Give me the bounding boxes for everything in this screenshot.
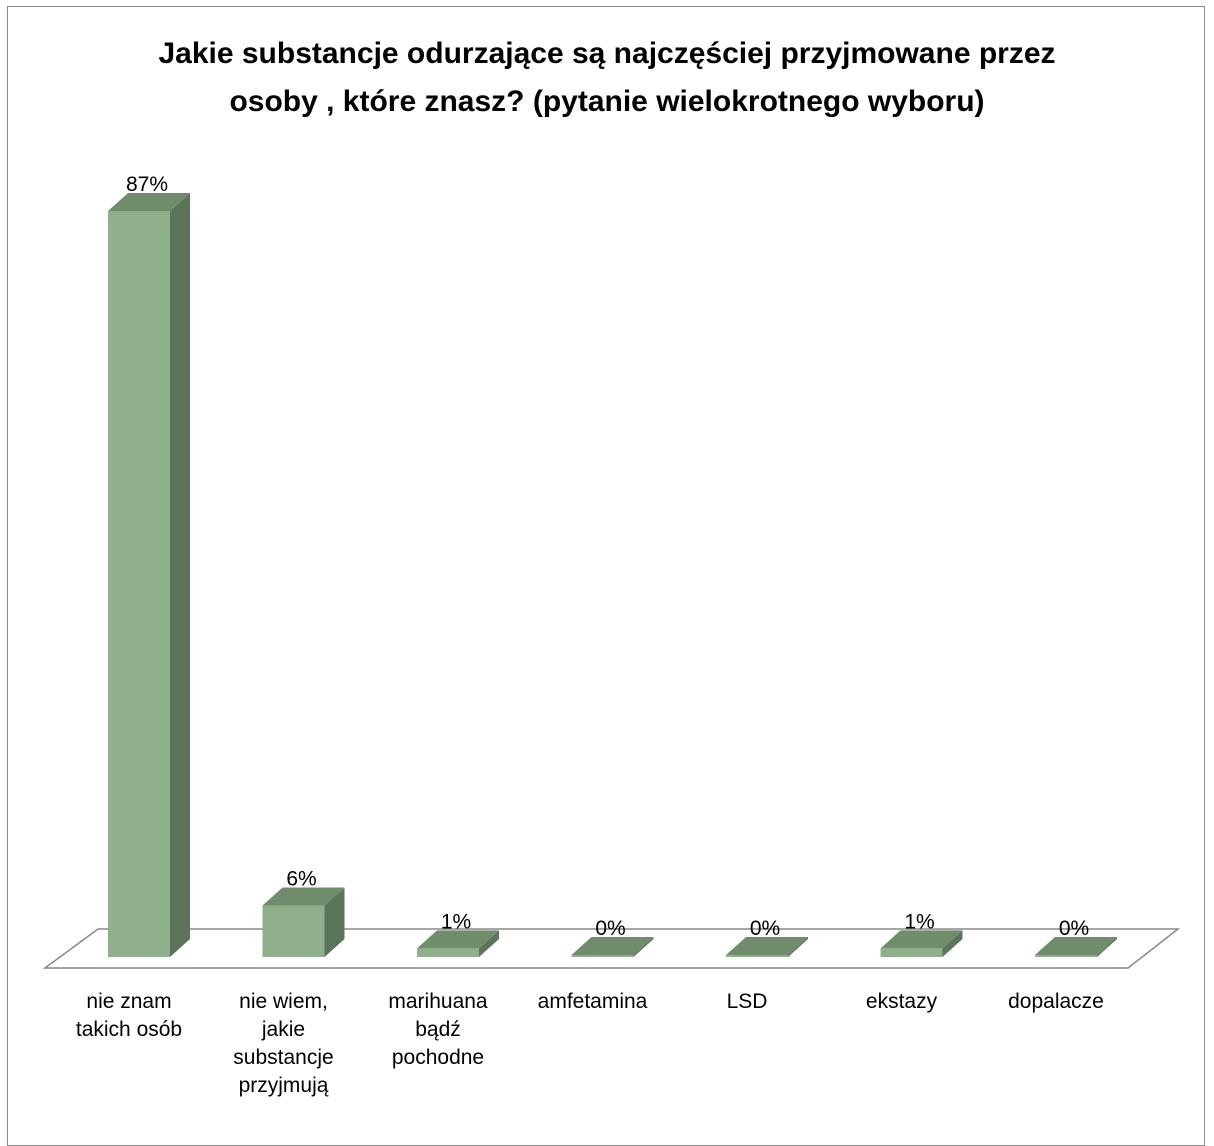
bar-0 xyxy=(108,211,170,957)
data-label-0: 87% xyxy=(126,173,168,196)
bar-top-5 xyxy=(880,930,963,949)
bar-side-3 xyxy=(633,937,654,957)
category-label-0-line-1: takich osób xyxy=(75,1018,183,1041)
category-label-3: amfetamina xyxy=(518,988,668,1016)
category-label-1-line-2: substancje xyxy=(233,1046,334,1069)
data-label-3: 0% xyxy=(595,917,625,940)
bar-side-0 xyxy=(170,193,190,957)
bar-top-4 xyxy=(726,937,808,955)
bar-3 xyxy=(571,955,634,957)
bar-top-6 xyxy=(1035,937,1117,955)
category-label-0: nie znam takich osób xyxy=(54,988,204,1044)
bar-top-1 xyxy=(262,887,345,906)
category-label-3-line-0: amfetamina xyxy=(537,990,648,1013)
category-label-1-line-0: nie wiem, xyxy=(239,990,328,1013)
chart-title: Jakie substancje odurzające są najczęści… xyxy=(0,30,1214,126)
bar-top-2 xyxy=(417,930,499,949)
category-label-5: ekstazy xyxy=(827,988,977,1016)
bar-top-3 xyxy=(571,937,654,955)
bar-side-4 xyxy=(788,937,808,957)
category-label-4-line-0: LSD xyxy=(726,990,768,1013)
bar-top-0 xyxy=(108,193,190,211)
category-label-0-line-0: nie znam xyxy=(86,990,172,1013)
bar-side-5 xyxy=(942,930,963,957)
category-label-1: nie wiem, jakie substancje przyjmują xyxy=(209,988,359,1100)
category-label-6: dopalacze xyxy=(981,988,1131,1016)
category-label-2-line-2: pochodne xyxy=(391,1046,485,1069)
category-label-2-line-1: bądź xyxy=(415,1018,461,1041)
bar-4 xyxy=(726,955,788,957)
data-label-4: 0% xyxy=(750,917,780,940)
category-label-2: marihuana bądź pochodne xyxy=(363,988,513,1072)
data-label-5: 1% xyxy=(904,910,934,933)
category-label-5-line-0: ekstazy xyxy=(865,990,938,1013)
bar-2 xyxy=(417,948,479,957)
chart-title-line-2: osoby , które znasz? (pytanie wielokrotn… xyxy=(229,85,985,118)
category-label-6-line-0: dopalacze xyxy=(1008,990,1104,1013)
bar-side-6 xyxy=(1097,937,1117,957)
bar-side-2 xyxy=(479,930,499,957)
category-label-1-line-3: przyjmują xyxy=(238,1074,329,1097)
category-label-2-line-0: marihuana xyxy=(388,990,488,1013)
bar-1 xyxy=(262,905,325,957)
data-label-2: 1% xyxy=(441,910,471,933)
data-label-6: 0% xyxy=(1059,917,1089,940)
bar-side-1 xyxy=(324,887,345,957)
category-label-1-line-1: jakie xyxy=(261,1018,306,1041)
chart-title-line-1: Jakie substancje odurzające są najczęści… xyxy=(158,37,1056,70)
data-label-1: 6% xyxy=(286,868,316,891)
bar-6 xyxy=(1035,955,1097,957)
chart-floor xyxy=(42,928,1181,969)
bar-5 xyxy=(880,948,943,957)
category-label-4: LSD xyxy=(672,988,822,1016)
